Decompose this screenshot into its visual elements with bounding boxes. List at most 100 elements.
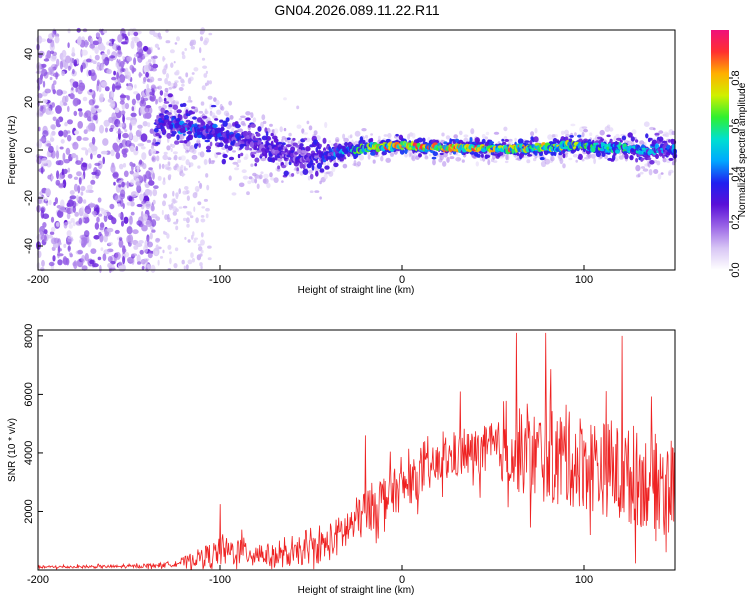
spectrogram-point — [181, 172, 185, 177]
spectrogram-point — [281, 138, 284, 144]
spectrogram-point — [577, 134, 582, 138]
spectrogram-point — [109, 57, 114, 62]
spectrogram-point — [186, 131, 193, 135]
spectrogram-point — [316, 162, 322, 169]
spectrogram-point — [342, 133, 346, 140]
spectrogram-point — [309, 173, 314, 180]
spectrogram-point — [554, 134, 558, 138]
spectrogram-point — [155, 99, 158, 105]
spectrogram-point — [96, 82, 99, 92]
spectrogram-point — [124, 251, 130, 258]
spectrogram-point — [182, 102, 187, 107]
spectrogram-point — [142, 213, 148, 221]
spectrogram-point — [614, 155, 618, 162]
spectrogram-point — [164, 114, 169, 121]
spectrogram-point — [550, 155, 555, 162]
spectrogram-point — [80, 191, 84, 196]
spectrogram-point — [254, 157, 260, 163]
spectrogram-point — [441, 132, 445, 137]
spectrogram-point — [50, 216, 55, 223]
spectrogram-point — [68, 93, 71, 97]
spectrogram-point — [218, 142, 224, 148]
spectrogram-point — [234, 124, 241, 129]
spectrogram-point — [437, 142, 441, 147]
spectrogram-point — [109, 55, 116, 59]
spectrogram-point — [106, 227, 114, 233]
spectrogram-point — [82, 212, 88, 218]
spectrogram-point — [606, 124, 611, 129]
spectrogram-point — [42, 98, 48, 104]
spectrogram-point — [130, 201, 135, 207]
spectrogram-point — [219, 119, 224, 123]
spectrogram-point — [252, 151, 257, 155]
spectrogram-point — [443, 141, 448, 145]
spectrogram-point — [50, 175, 54, 180]
spectrogram-point — [62, 257, 69, 266]
spectrogram-point — [205, 213, 209, 219]
spectrogram-point — [52, 116, 57, 122]
spectrogram-point — [118, 123, 125, 128]
spectrogram-point — [61, 70, 65, 76]
spectrogram-point — [246, 191, 250, 196]
spectrogram-point — [203, 159, 208, 166]
spectrogram-point — [200, 265, 203, 270]
spectrogram-point — [199, 47, 202, 54]
spectrogram-point — [67, 199, 74, 207]
spectrogram-point — [302, 168, 309, 175]
spectrogram-point — [129, 170, 134, 175]
spectrogram-point — [196, 139, 201, 144]
spectrogram-point — [165, 63, 168, 69]
spectrogram-point — [43, 58, 50, 62]
y-tick-label: 0 — [23, 147, 35, 153]
spectrogram-point — [168, 174, 172, 178]
spectrogram-point — [206, 149, 211, 153]
spectrogram-point — [411, 132, 416, 139]
spectrogram-point — [165, 73, 170, 79]
spectrogram-point — [187, 239, 191, 243]
spectrogram-point — [151, 67, 157, 72]
spectrogram-point — [142, 92, 145, 96]
spectrogram-point — [135, 146, 139, 151]
spectrogram-point — [63, 243, 67, 248]
spectrogram-point — [151, 219, 157, 227]
spectrogram-point — [58, 174, 63, 180]
spectrogram-point — [335, 153, 342, 159]
spectrogram-point — [198, 246, 203, 252]
spectrogram-point — [174, 247, 179, 252]
colorbar: 0.0 0.2 0.4 0.6 0.8 Normalized spectral ampl… — [711, 30, 748, 278]
spectrogram-point — [501, 138, 505, 142]
spectrogram-point — [254, 145, 258, 151]
spectrogram-point — [488, 141, 495, 145]
spectrogram-point — [344, 142, 349, 147]
spectrogram-point — [155, 141, 161, 145]
spectrogram-point — [153, 128, 159, 133]
x-tick-label: -100 — [209, 574, 231, 586]
spectrogram-point — [36, 157, 41, 164]
spectrogram-point — [507, 140, 514, 145]
spectrogram-point — [273, 146, 279, 151]
spectrogram-point — [322, 161, 327, 166]
snr-panel: -200 -100 0 100 2000 4000 6000 8000 Height of … — [7, 324, 676, 596]
spectrogram-point — [62, 53, 67, 60]
spectrogram-point — [90, 153, 93, 160]
spectrogram-point — [81, 62, 86, 70]
spectrogram-point — [103, 214, 108, 223]
spectrogram-point — [236, 164, 240, 168]
spectrogram-point — [503, 126, 508, 132]
colorbar-tick-label: 0.4 — [730, 166, 742, 181]
spectrogram-point — [481, 138, 486, 144]
spectrogram-point — [457, 158, 462, 161]
spectrogram-point — [171, 130, 177, 135]
spectrogram-point — [283, 97, 287, 101]
spectrogram-point — [207, 257, 212, 261]
spectrogram-point — [143, 244, 149, 254]
spectrogram-point — [212, 115, 218, 119]
spectrogram-point — [50, 132, 53, 140]
spectrogram-point — [83, 129, 88, 135]
spectrogram-point — [288, 161, 292, 166]
spectrogram-point — [232, 161, 239, 165]
y-tick-label: 4000 — [23, 441, 35, 465]
spectrogram-point — [303, 137, 308, 141]
spectrogram-point — [37, 93, 43, 99]
